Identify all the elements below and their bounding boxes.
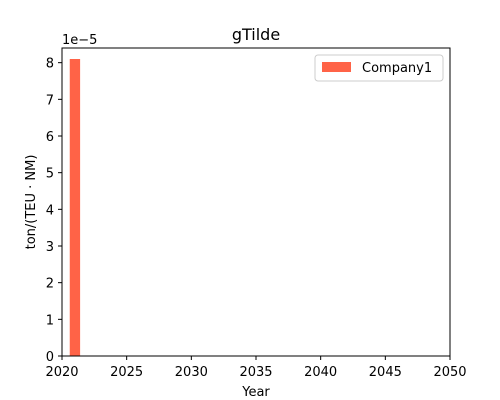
x-tick-label: 2050 xyxy=(433,365,466,380)
plot-area xyxy=(69,59,81,356)
y-axis: 0 1 2 3 4 5 6 7 8 xyxy=(46,57,62,365)
y-tick-label: 2 xyxy=(46,277,54,292)
x-axis-label: Year xyxy=(241,385,270,400)
legend-box xyxy=(314,54,444,82)
x-tick-label: 2035 xyxy=(239,365,272,380)
x-tick-label: 2045 xyxy=(369,365,402,380)
y-tick-label: 8 xyxy=(46,57,54,72)
y-tick-label: 6 xyxy=(46,130,54,145)
y-tick-label: 4 xyxy=(46,203,54,218)
legend: Company1 xyxy=(314,54,444,82)
x-tick-label: 2025 xyxy=(110,365,143,380)
y-scale-label: 1e−5 xyxy=(62,33,97,48)
legend-swatch xyxy=(322,62,351,72)
x-tick-label: 2030 xyxy=(175,365,208,380)
y-axis-label: ton/(TEU · NM) xyxy=(24,155,39,250)
y-tick-label: 3 xyxy=(46,240,54,255)
x-axis: 2020 2025 2030 2035 2040 2045 2050 xyxy=(45,356,467,380)
x-tick-label: 2040 xyxy=(304,365,337,380)
plot-frame xyxy=(61,47,451,357)
y-tick-label: 5 xyxy=(46,167,54,182)
y-tick-label: 7 xyxy=(46,93,54,108)
chart-title: gTilde xyxy=(232,25,280,44)
x-tick-label: 2020 xyxy=(45,365,78,380)
legend-label: Company1 xyxy=(362,61,432,76)
bar xyxy=(69,59,81,356)
y-tick-label: 1 xyxy=(46,313,54,328)
y-tick-label: 0 xyxy=(46,350,54,365)
